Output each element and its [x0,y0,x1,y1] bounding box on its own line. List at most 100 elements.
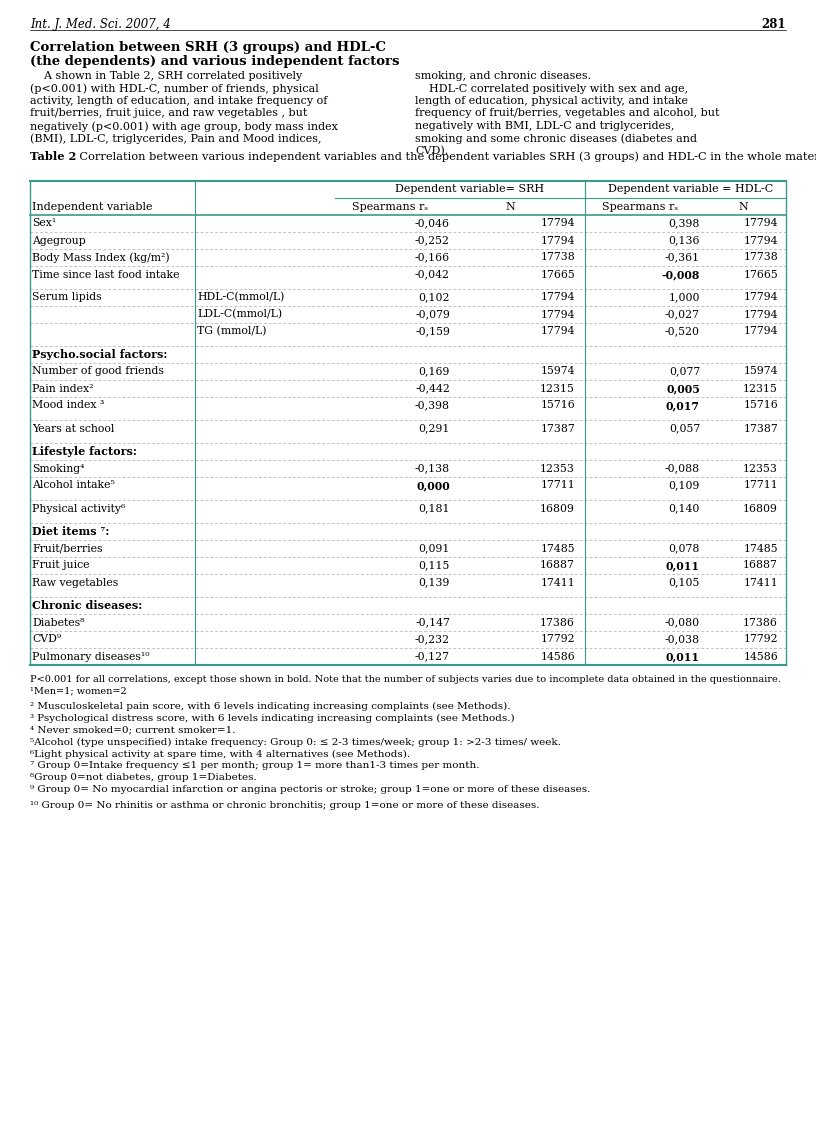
Text: Correlation between SRH (3 groups) and HDL-C: Correlation between SRH (3 groups) and H… [30,42,386,54]
Text: (the dependents) and various independent factors: (the dependents) and various independent… [30,55,400,69]
Text: CVD⁹: CVD⁹ [32,634,61,645]
Text: 0,136: 0,136 [668,236,700,246]
Text: -0,138: -0,138 [415,464,450,474]
Text: ⁸Group 0=not diabetes, group 1=Diabetes.: ⁸Group 0=not diabetes, group 1=Diabetes. [30,774,257,783]
Text: Body Mass Index (kg/m²): Body Mass Index (kg/m²) [32,253,170,263]
Text: ¹Men=1; women=2: ¹Men=1; women=2 [30,686,126,695]
Text: Smoking⁴: Smoking⁴ [32,464,84,474]
Text: 0,115: 0,115 [419,560,450,570]
Text: 0,139: 0,139 [419,577,450,587]
Text: -0,166: -0,166 [415,253,450,263]
Text: 0,181: 0,181 [419,503,450,513]
Text: 1,000: 1,000 [668,292,700,302]
Text: ⁹ Group 0= No myocardial infarction or angina pectoris or stroke; group 1=one or: ⁹ Group 0= No myocardial infarction or a… [30,785,590,794]
Text: 17794: 17794 [540,327,575,337]
Text: 0,000: 0,000 [416,480,450,491]
Text: ⁴ Never smoked=0; current smoker=1.: ⁴ Never smoked=0; current smoker=1. [30,725,236,734]
Text: Int. J. Med. Sci. 2007, 4: Int. J. Med. Sci. 2007, 4 [30,18,171,31]
Text: 17794: 17794 [743,327,778,337]
Text: 17411: 17411 [743,577,778,587]
Text: 0,077: 0,077 [669,366,700,376]
Text: Agegroup: Agegroup [32,236,86,246]
Text: Pulmonary diseases¹⁰: Pulmonary diseases¹⁰ [32,651,149,661]
Text: P<0.001 for all correlations, except those shown in bold. Note that the number o: P<0.001 for all correlations, except tho… [30,675,781,684]
Text: Chronic diseases:: Chronic diseases: [32,600,142,611]
Text: 17738: 17738 [540,253,575,263]
Text: . Correlation between various independent variables and the dependent variables : . Correlation between various independen… [72,150,816,162]
Text: 17411: 17411 [540,577,575,587]
Text: 0,398: 0,398 [668,219,700,228]
Text: negatively (p<0.001) with age group, body mass index: negatively (p<0.001) with age group, bod… [30,121,338,131]
Text: CVD).: CVD). [415,146,448,156]
Text: 17387: 17387 [743,423,778,433]
Text: Number of good friends: Number of good friends [32,366,164,376]
Text: A shown in Table 2, SRH correlated positively: A shown in Table 2, SRH correlated posit… [30,71,302,81]
Text: 17794: 17794 [540,292,575,302]
Text: -0,252: -0,252 [415,236,450,246]
Text: Alcohol intake⁵: Alcohol intake⁵ [32,481,115,491]
Text: 281: 281 [761,18,786,31]
Text: 0,109: 0,109 [668,481,700,491]
Text: 12353: 12353 [540,464,575,474]
Text: 15974: 15974 [540,366,575,376]
Text: Spearmans rₛ: Spearmans rₛ [602,201,678,211]
Text: smoking, and chronic diseases.: smoking, and chronic diseases. [415,71,591,81]
Text: Dependent variable = HDL-C: Dependent variable = HDL-C [608,184,773,194]
Text: 16887: 16887 [540,560,575,570]
Text: Diabetes⁸: Diabetes⁸ [32,618,84,628]
Text: 0,057: 0,057 [669,423,700,433]
Text: 12315: 12315 [540,383,575,393]
Text: 17386: 17386 [540,618,575,628]
Text: Diet items ⁷:: Diet items ⁷: [32,526,109,537]
Text: 17711: 17711 [540,481,575,491]
Text: fruit/berries, fruit juice, and raw vegetables , but: fruit/berries, fruit juice, and raw vege… [30,109,308,119]
Text: 17794: 17794 [540,236,575,246]
Text: -0,520: -0,520 [665,327,700,337]
Text: Serum lipids: Serum lipids [32,292,102,302]
Text: -0,079: -0,079 [415,310,450,320]
Text: -0,361: -0,361 [665,253,700,263]
Text: Fruit juice: Fruit juice [32,560,90,570]
Text: Sex¹: Sex¹ [32,219,56,228]
Text: 17792: 17792 [743,634,778,645]
Text: Independent variable: Independent variable [32,201,153,211]
Text: -0,080: -0,080 [665,618,700,628]
Text: -0,038: -0,038 [665,634,700,645]
Text: 17794: 17794 [540,219,575,228]
Text: 17665: 17665 [743,270,778,280]
Text: 17387: 17387 [540,423,575,433]
Text: 14586: 14586 [540,651,575,661]
Text: 0,140: 0,140 [668,503,700,513]
Text: 17738: 17738 [743,253,778,263]
Text: 0,017: 0,017 [666,400,700,411]
Text: -0,232: -0,232 [415,634,450,645]
Text: length of education, physical activity, and intake: length of education, physical activity, … [415,95,688,106]
Text: Pain index²: Pain index² [32,383,94,393]
Text: -0,027: -0,027 [665,310,700,320]
Text: 0,011: 0,011 [666,560,700,570]
Text: 17794: 17794 [743,236,778,246]
Text: 15716: 15716 [743,401,778,411]
Text: 17711: 17711 [743,481,778,491]
Text: -0,147: -0,147 [415,618,450,628]
Text: HDL-C(mmol/L): HDL-C(mmol/L) [197,292,284,303]
Text: N: N [738,201,748,211]
Text: 15716: 15716 [540,401,575,411]
Text: 16809: 16809 [540,503,575,513]
Text: smoking and some chronic diseases (diabetes and: smoking and some chronic diseases (diabe… [415,134,697,144]
Text: -0,398: -0,398 [415,401,450,411]
Text: ⁵Alcohol (type unspecified) intake frequency: Group 0: ≤ 2-3 times/week; group 1: ⁵Alcohol (type unspecified) intake frequ… [30,738,561,747]
Text: Psycho.social factors:: Psycho.social factors: [32,349,167,360]
Text: Years at school: Years at school [32,423,114,433]
Text: -0,042: -0,042 [415,270,450,280]
Text: -0,046: -0,046 [415,219,450,228]
Text: activity, length of education, and intake frequency of: activity, length of education, and intak… [30,95,327,106]
Text: Time since last food intake: Time since last food intake [32,270,180,280]
Text: ² Musculoskeletal pain score, with 6 levels indicating increasing complaints (se: ² Musculoskeletal pain score, with 6 lev… [30,702,511,711]
Text: 12315: 12315 [743,383,778,393]
Text: frequency of fruit/berries, vegetables and alcohol, but: frequency of fruit/berries, vegetables a… [415,109,720,119]
Text: 0,078: 0,078 [668,544,700,554]
Text: (p<0.001) with HDL-C, number of friends, physical: (p<0.001) with HDL-C, number of friends,… [30,83,319,94]
Text: -0,127: -0,127 [415,651,450,661]
Text: ⁷ Group 0=Intake frequency ≤1 per month; group 1= more than1-3 times per month.: ⁷ Group 0=Intake frequency ≤1 per month;… [30,761,480,770]
